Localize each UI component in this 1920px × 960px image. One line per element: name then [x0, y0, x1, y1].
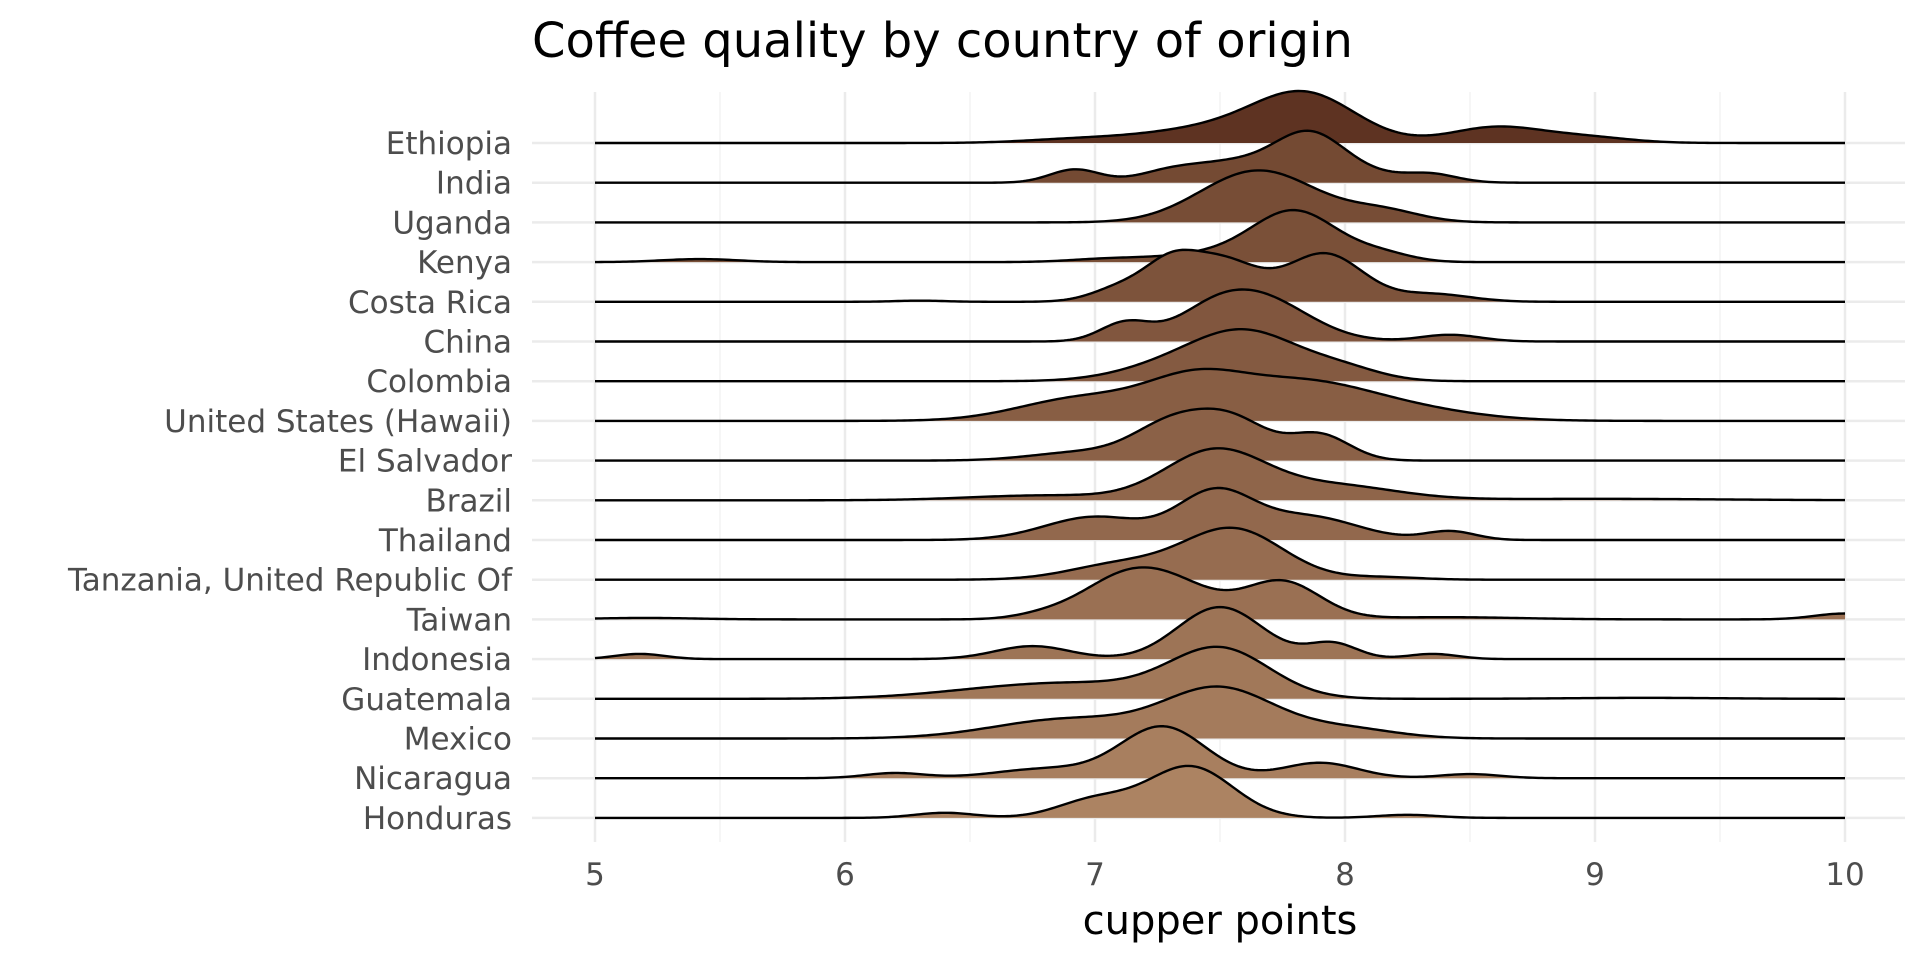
ridge-fill: [595, 329, 1845, 382]
ridge-outline: [595, 407, 1845, 462]
ridge-kenya: [594, 208, 1845, 264]
ridge-outline: [595, 169, 1845, 224]
ridge-fill: [595, 408, 1845, 461]
ridges: [594, 89, 1846, 820]
y-tick-label: Ethiopia: [386, 126, 512, 162]
y-tick-label: Indonesia: [362, 642, 512, 678]
ridge-outline: [595, 367, 1845, 423]
y-tick-label: Nicaragua: [354, 761, 512, 797]
ridge-tanzania-united-republic-of: [595, 526, 1845, 581]
ridge-fill: [595, 130, 1845, 183]
y-tick-label: Guatemala: [341, 682, 512, 718]
ridge-outline: [595, 89, 1845, 145]
y-tick-label: Brazil: [425, 483, 512, 519]
ridge-outline: [595, 447, 1846, 502]
ridge-colombia: [595, 328, 1845, 383]
x-tick-label: 9: [1585, 857, 1605, 893]
ridge-fill: [595, 527, 1845, 580]
ridge-fill: [595, 765, 1845, 818]
ridge-outline: [594, 566, 1846, 621]
ridge-mexico: [595, 685, 1845, 740]
y-tick-label: China: [423, 325, 512, 361]
ridge-fill: [595, 170, 1845, 223]
x-axis-label: cupper points: [1083, 898, 1358, 944]
ridge-china: [595, 288, 1845, 343]
chart-title: Coffee quality by country of origin: [532, 13, 1353, 69]
ridge-outline: [595, 328, 1845, 383]
ridge-guatemala: [595, 645, 1845, 700]
ridge-fill: [595, 210, 1845, 263]
ridge-outline: [595, 486, 1845, 542]
ridge-united-states-hawaii: [595, 367, 1845, 423]
x-tick-label: 7: [1085, 857, 1105, 893]
x-tick-label: 8: [1335, 857, 1355, 893]
ridge-taiwan: [594, 566, 1846, 621]
ridge-fill: [595, 488, 1845, 540]
ridge-fill: [595, 607, 1845, 660]
ridge-outline: [595, 129, 1845, 184]
ridge-thailand: [595, 486, 1845, 542]
ridge-outline: [595, 764, 1845, 820]
y-tick-label: Costa Rica: [348, 285, 512, 321]
ridge-fill: [595, 289, 1845, 342]
y-tick-label: Tanzania, United Republic Of: [67, 563, 513, 599]
ridge-fill: [595, 686, 1845, 739]
ridge-indonesia: [594, 605, 1845, 661]
ridge-india: [595, 129, 1845, 184]
ridge-fill: [595, 726, 1845, 779]
y-tick-label: Kenya: [417, 245, 512, 281]
ridge-outline: [594, 605, 1845, 661]
x-tick-label: 5: [585, 857, 605, 893]
ridge-uganda: [595, 169, 1845, 224]
ridge-outline: [595, 725, 1845, 780]
ridge-outline: [595, 288, 1845, 343]
ridge-fill: [595, 448, 1845, 501]
y-tick-label: Colombia: [366, 364, 512, 400]
ridge-ethiopia: [595, 89, 1845, 145]
ridge-outline: [595, 526, 1845, 581]
ridge-costa-rica: [595, 248, 1845, 303]
ridge-el-salvador: [595, 407, 1845, 462]
y-tick-label: Mexico: [404, 722, 512, 758]
y-tick-label: India: [436, 166, 512, 202]
x-axis-ticks: 5 6 7 8 9 10: [585, 857, 1865, 893]
ridge-fill: [595, 646, 1845, 699]
ridge-outline: [594, 208, 1845, 264]
ridge-fill: [595, 567, 1845, 620]
y-tick-label: Honduras: [363, 801, 512, 837]
ridge-brazil: [595, 447, 1846, 502]
ridge-outline: [595, 685, 1845, 740]
ridge-outline: [595, 645, 1845, 700]
x-tick-label: 6: [835, 857, 855, 893]
ridge-honduras: [595, 764, 1845, 820]
ridge-fill: [595, 249, 1845, 302]
y-tick-label: El Salvador: [338, 444, 512, 480]
ridge-fill: [595, 368, 1845, 421]
y-tick-label: Uganda: [392, 205, 512, 241]
x-tick-label: 10: [1825, 857, 1864, 893]
ridge-outline: [595, 248, 1845, 303]
y-tick-label: Thailand: [378, 523, 512, 559]
y-tick-label: United States (Hawaii): [164, 404, 512, 440]
ridge-nicaragua: [595, 725, 1845, 780]
y-tick-label: Taiwan: [406, 602, 512, 638]
